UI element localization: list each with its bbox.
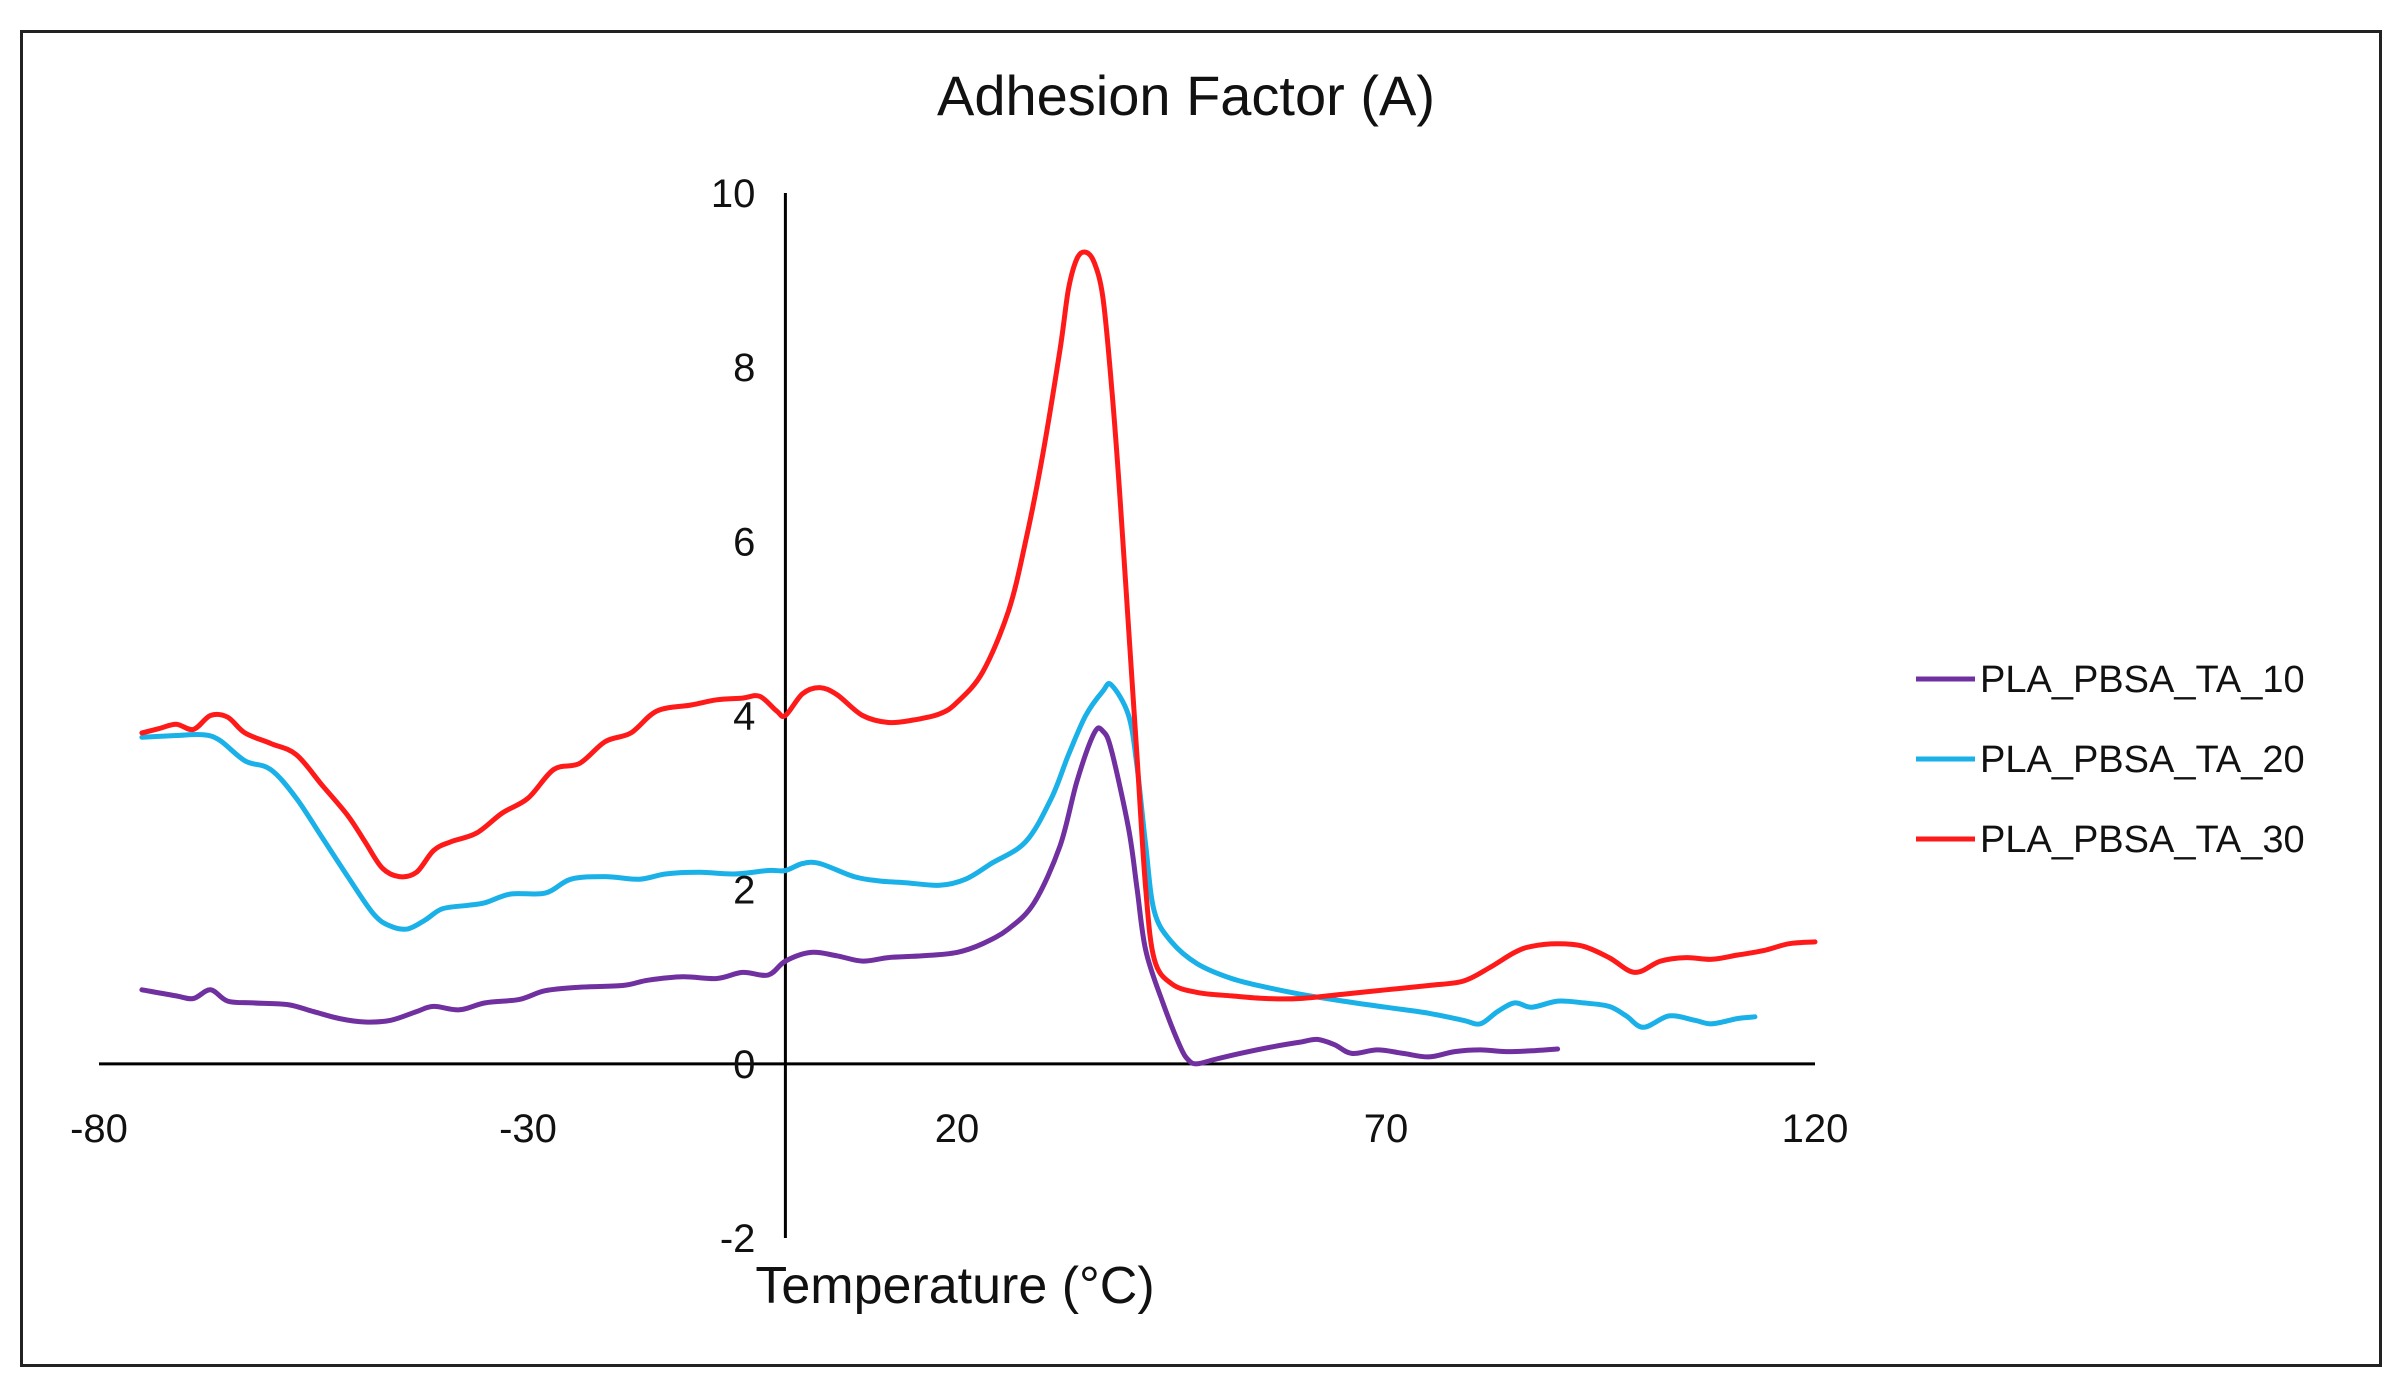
line-chart: Adhesion Factor (A) -80 -30 20 70 120 -2 0 2 4 6… xyxy=(70,64,2305,1315)
plot-lines xyxy=(139,249,1818,1067)
x-tick-label: -80 xyxy=(70,1107,128,1151)
series-line-3 xyxy=(139,249,1818,1002)
chart-frame: Adhesion Factor (A) -80 -30 20 70 120 -2 0 2 4 6… xyxy=(20,30,2382,1367)
y-tick-label: 4 xyxy=(733,695,755,739)
legend-label: PLA_PBSA_TA_30 xyxy=(1980,819,2305,861)
x-tick-label: 120 xyxy=(1782,1107,1849,1151)
y-tick-labels: -2 0 2 4 6 8 10 xyxy=(711,172,756,1261)
series-line-2 xyxy=(139,681,1758,1030)
legend: PLA_PBSA_TA_10 PLA_PBSA_TA_20 PLA_PBSA_TA_… xyxy=(1916,659,2305,861)
x-tick-labels: -80 -30 20 70 120 xyxy=(70,1107,1848,1151)
x-tick-label: -30 xyxy=(499,1107,557,1151)
series-line-1 xyxy=(139,725,1561,1067)
axes xyxy=(99,193,1815,1238)
x-tick-label: 20 xyxy=(935,1107,980,1151)
legend-label: PLA_PBSA_TA_10 xyxy=(1980,659,2305,701)
y-tick-label: 0 xyxy=(733,1043,755,1087)
x-tick-label: 70 xyxy=(1364,1107,1409,1151)
y-tick-label: 2 xyxy=(733,869,755,913)
y-tick-label: 10 xyxy=(711,172,756,216)
y-tick-label: 6 xyxy=(733,520,755,564)
y-tick-label: -2 xyxy=(720,1217,756,1261)
x-axis-label: Temperature (°C) xyxy=(755,1257,1154,1315)
legend-label: PLA_PBSA_TA_20 xyxy=(1980,739,2305,781)
y-tick-label: 8 xyxy=(733,346,755,390)
chart-title: Adhesion Factor (A) xyxy=(937,64,1435,127)
